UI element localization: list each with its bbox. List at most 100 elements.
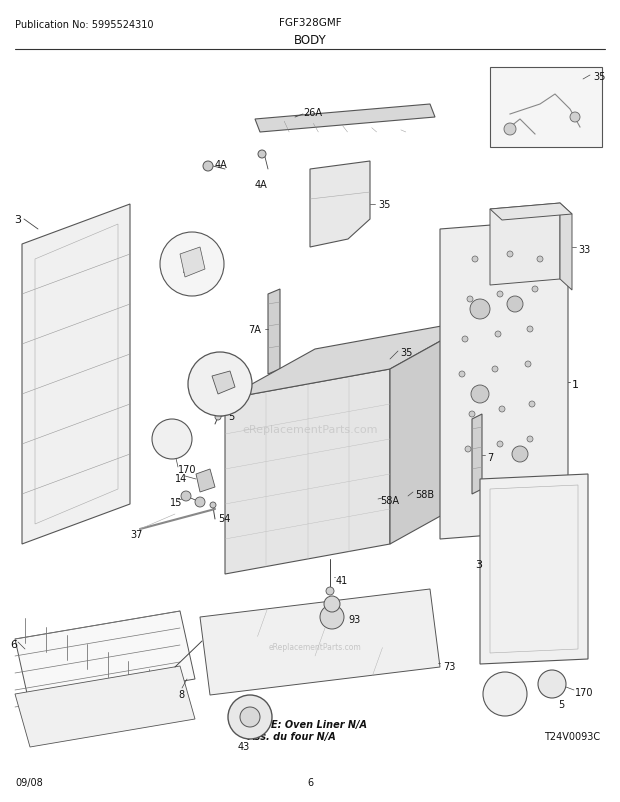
Circle shape <box>492 367 498 373</box>
Text: 7A: 7A <box>248 325 261 334</box>
Polygon shape <box>180 248 205 277</box>
Circle shape <box>210 502 216 508</box>
Circle shape <box>495 331 501 338</box>
Circle shape <box>525 362 531 367</box>
Text: 41: 41 <box>336 575 348 585</box>
Text: eReplacementParts.com: eReplacementParts.com <box>268 642 361 652</box>
Polygon shape <box>490 204 572 221</box>
Circle shape <box>537 257 543 263</box>
Circle shape <box>160 233 224 297</box>
Circle shape <box>465 447 471 452</box>
Text: 93: 93 <box>348 614 360 624</box>
Polygon shape <box>472 415 482 494</box>
Circle shape <box>470 300 490 320</box>
Circle shape <box>529 402 535 407</box>
Text: 43: 43 <box>238 741 250 751</box>
Text: 170: 170 <box>575 687 593 697</box>
Polygon shape <box>200 589 440 695</box>
Polygon shape <box>310 162 370 248</box>
Text: 14: 14 <box>175 473 187 484</box>
Circle shape <box>240 707 260 727</box>
Polygon shape <box>15 611 195 707</box>
Text: 5A: 5A <box>499 691 511 699</box>
Circle shape <box>497 292 503 298</box>
Text: 26A: 26A <box>303 107 322 118</box>
Polygon shape <box>15 666 195 747</box>
Circle shape <box>152 419 192 460</box>
Text: 12: 12 <box>202 375 215 384</box>
Circle shape <box>467 297 473 302</box>
Text: T24V0093C: T24V0093C <box>544 731 600 741</box>
Circle shape <box>469 411 475 418</box>
Circle shape <box>527 436 533 443</box>
Text: 1: 1 <box>572 379 579 390</box>
Text: 15: 15 <box>170 497 182 508</box>
Text: 35: 35 <box>400 347 412 358</box>
Circle shape <box>532 286 538 293</box>
Text: 5A: 5A <box>166 437 178 446</box>
Text: 49: 49 <box>182 267 193 276</box>
Text: 7: 7 <box>487 452 494 463</box>
Circle shape <box>324 596 340 612</box>
Circle shape <box>527 326 533 333</box>
Polygon shape <box>22 205 130 545</box>
Bar <box>490 68 602 148</box>
Circle shape <box>188 353 252 416</box>
Polygon shape <box>490 204 560 286</box>
Text: 73: 73 <box>443 661 455 671</box>
Text: 58B: 58B <box>415 489 434 500</box>
Text: eReplacementParts.com: eReplacementParts.com <box>242 424 378 435</box>
Text: 5: 5 <box>228 411 234 422</box>
Polygon shape <box>212 371 235 395</box>
Text: 3: 3 <box>475 559 482 569</box>
Circle shape <box>462 337 468 342</box>
Circle shape <box>499 407 505 412</box>
Circle shape <box>181 492 191 501</box>
Circle shape <box>504 124 516 136</box>
Circle shape <box>320 606 344 630</box>
Circle shape <box>459 371 465 378</box>
Text: BODY: BODY <box>294 34 326 47</box>
Polygon shape <box>225 320 480 399</box>
Text: Publication No: 5995524310: Publication No: 5995524310 <box>15 20 154 30</box>
Text: 3: 3 <box>14 215 21 225</box>
Polygon shape <box>225 370 390 574</box>
Text: 09/08: 09/08 <box>15 777 43 787</box>
Text: 170: 170 <box>178 464 197 475</box>
Polygon shape <box>560 204 572 290</box>
Text: 33: 33 <box>578 245 590 255</box>
Circle shape <box>203 162 213 172</box>
Text: 5: 5 <box>558 699 564 709</box>
Text: FGF328GMF: FGF328GMF <box>278 18 342 28</box>
Text: 35: 35 <box>378 200 391 210</box>
Circle shape <box>538 670 566 698</box>
Text: 6: 6 <box>307 777 313 787</box>
Circle shape <box>570 113 580 123</box>
Circle shape <box>472 257 478 263</box>
Polygon shape <box>268 290 280 375</box>
Text: 37: 37 <box>130 529 143 539</box>
Circle shape <box>258 151 266 159</box>
Text: Ass. du four N/A: Ass. du four N/A <box>248 731 337 741</box>
Polygon shape <box>196 469 215 492</box>
Text: 4A: 4A <box>255 180 268 190</box>
Text: 35: 35 <box>593 72 605 82</box>
Circle shape <box>483 672 527 716</box>
Circle shape <box>215 415 221 420</box>
Circle shape <box>512 447 528 463</box>
Circle shape <box>471 386 489 403</box>
Text: 4A: 4A <box>215 160 228 170</box>
Polygon shape <box>440 220 568 539</box>
Text: 58A: 58A <box>380 496 399 505</box>
Polygon shape <box>480 475 588 664</box>
Circle shape <box>507 297 523 313</box>
Circle shape <box>326 587 334 595</box>
Text: 8: 8 <box>178 689 184 699</box>
Polygon shape <box>390 320 480 545</box>
Circle shape <box>228 695 272 739</box>
Text: 6: 6 <box>10 639 17 649</box>
Circle shape <box>195 497 205 508</box>
Circle shape <box>497 441 503 448</box>
Polygon shape <box>255 105 435 133</box>
Circle shape <box>507 252 513 257</box>
